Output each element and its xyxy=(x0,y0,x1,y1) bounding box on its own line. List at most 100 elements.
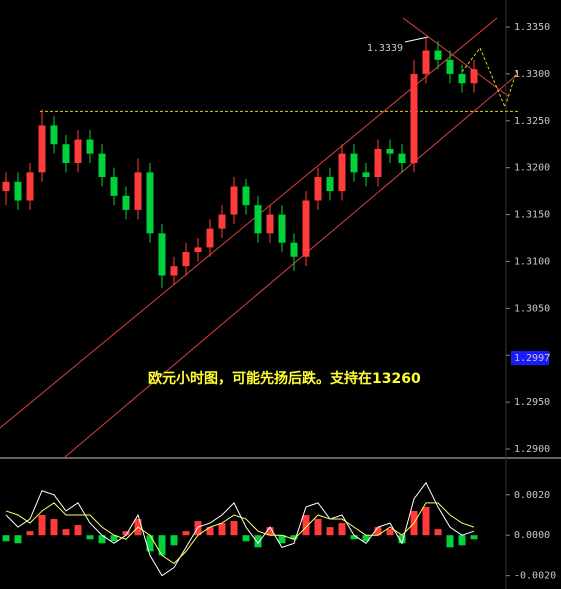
macd-bar xyxy=(446,535,454,548)
candle-body xyxy=(134,172,142,210)
macd-bar xyxy=(230,521,238,536)
candle-body xyxy=(158,233,166,276)
candle-body xyxy=(182,252,190,267)
macd-bar xyxy=(158,535,166,556)
candle-body xyxy=(422,50,430,74)
resistance-line xyxy=(402,17,509,97)
macd-bar xyxy=(386,529,394,536)
candle-body xyxy=(62,144,70,163)
candle-body xyxy=(50,125,58,145)
macd-bar xyxy=(338,523,346,536)
candle-body xyxy=(410,73,418,163)
forecast-path xyxy=(461,47,518,109)
macd-bar xyxy=(14,535,22,544)
macd-bar xyxy=(398,535,406,544)
candle-body xyxy=(98,153,106,178)
macd-bar xyxy=(314,519,322,536)
candle-body xyxy=(86,139,94,154)
macd-bar xyxy=(266,527,274,536)
candle-body xyxy=(26,172,34,201)
macd-bar xyxy=(110,535,118,542)
macd-bar xyxy=(302,515,310,536)
candle-body xyxy=(254,205,262,234)
y-tick-label: 1.3200 xyxy=(514,163,550,174)
candle-body xyxy=(38,125,46,173)
candle-body xyxy=(350,153,358,173)
macd-bar xyxy=(278,535,286,544)
candle-body xyxy=(398,153,406,163)
candle-body xyxy=(74,139,82,163)
macd-bar xyxy=(182,531,190,536)
candle-body xyxy=(206,228,214,248)
channel-lower xyxy=(64,73,519,458)
macd-bar xyxy=(218,523,226,536)
last-price-label: 1.2997 xyxy=(514,353,550,364)
macd-bar xyxy=(350,535,358,540)
candle-body xyxy=(326,177,334,192)
candle-body xyxy=(194,247,202,253)
y-tick-label: -0.0020 xyxy=(514,571,556,582)
macd-bar xyxy=(38,515,46,536)
annotation: 欧元小时图，可能先扬后跌。支持在13260 xyxy=(148,370,421,387)
candle-body xyxy=(314,177,322,201)
macd-bar xyxy=(2,535,10,542)
macd-bar xyxy=(74,525,82,536)
candle-body xyxy=(458,73,466,84)
candle-body xyxy=(434,50,442,60)
y-tick-label: 0.0020 xyxy=(514,490,550,501)
macd-bar xyxy=(290,535,298,540)
macd-bar xyxy=(146,535,154,552)
peak-pointer xyxy=(404,36,429,43)
macd-bar xyxy=(254,535,262,548)
candle-body xyxy=(218,214,226,229)
candle-body xyxy=(266,214,274,234)
macd-bar xyxy=(434,529,442,536)
candle-body xyxy=(446,59,454,74)
candle-body xyxy=(374,148,382,178)
macd-line xyxy=(5,502,475,565)
candle-body xyxy=(386,148,394,154)
y-tick-label: 1.3250 xyxy=(514,116,550,127)
macd-bar xyxy=(194,521,202,536)
y-tick-label: 1.2950 xyxy=(514,397,550,408)
y-tick-label: 1.3300 xyxy=(514,69,550,80)
macd-bar xyxy=(458,535,466,546)
candle-body xyxy=(230,186,238,215)
y-tick-label: 1.3050 xyxy=(514,303,550,314)
candle-body xyxy=(278,214,286,243)
last-price-box xyxy=(511,351,549,366)
macd-bar xyxy=(470,535,478,540)
candle-body xyxy=(122,195,130,210)
macd-bar xyxy=(362,535,370,542)
macd-bar xyxy=(26,531,34,536)
channel-upper xyxy=(0,17,498,429)
macd-bar xyxy=(326,527,334,536)
macd-line xyxy=(5,481,475,577)
candle-body xyxy=(110,177,118,196)
macd-bar xyxy=(242,535,250,542)
candle-body xyxy=(470,69,478,84)
y-tick-label: 1.3150 xyxy=(514,210,550,221)
macd-bar xyxy=(170,535,178,546)
macd-bar xyxy=(422,506,430,536)
macd-bar xyxy=(50,519,58,536)
candle-body xyxy=(302,200,310,257)
candle-body xyxy=(290,242,298,257)
macd-bar xyxy=(62,529,70,536)
y-tick-label: 1.3350 xyxy=(514,22,550,33)
macd-bar xyxy=(98,535,106,544)
candle-body xyxy=(338,153,346,192)
y-tick-label: 1.3100 xyxy=(514,256,550,267)
macd-bar xyxy=(374,527,382,536)
macd-bar xyxy=(122,531,130,536)
candle-body xyxy=(146,172,154,234)
y-tick-label: 0.0000 xyxy=(514,530,550,541)
candle-body xyxy=(14,181,22,201)
candle-body xyxy=(170,266,178,276)
peak-label: 1.3339 xyxy=(367,43,403,54)
y-tick-label: 1.2900 xyxy=(514,444,550,455)
candle-body xyxy=(242,186,250,206)
candle-body xyxy=(362,172,370,178)
candle-body xyxy=(2,181,10,192)
